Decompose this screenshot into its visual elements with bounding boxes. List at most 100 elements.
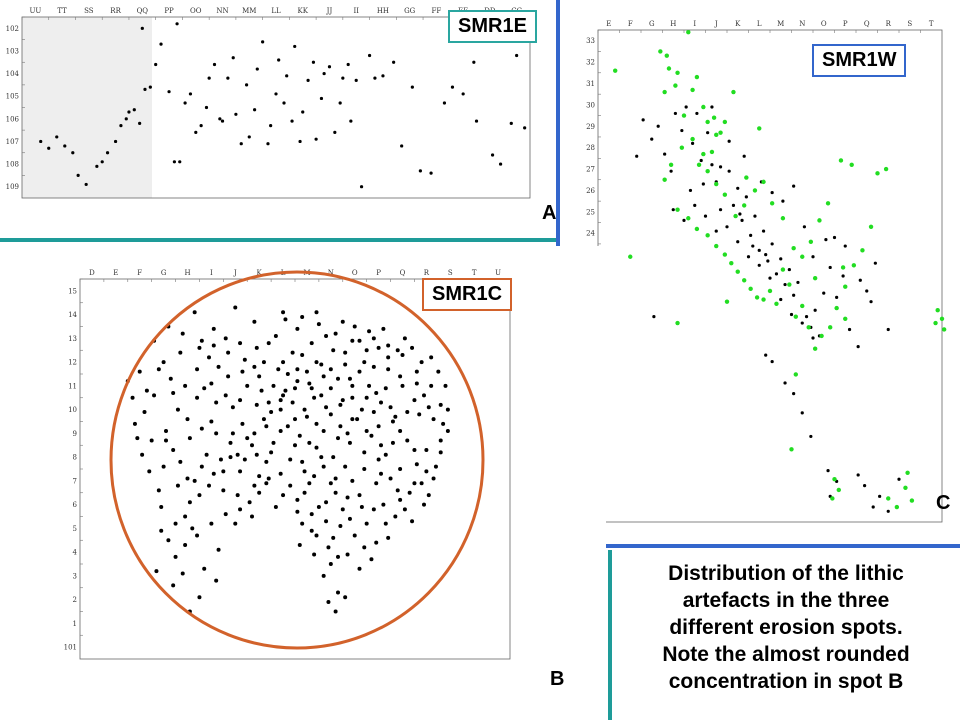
plot-frame [597,29,943,523]
data-point [371,410,376,414]
data-point [309,386,314,391]
data-point [223,336,228,341]
data-point [266,476,271,481]
y-tick-label: 27 [586,166,595,174]
data-point [328,481,333,486]
data-point [326,545,331,550]
data-point [39,139,43,144]
data-point [306,78,310,82]
data-point [173,554,178,559]
data-point [393,414,398,419]
x-tick-label: MM [242,7,256,15]
data-point [939,316,945,321]
data-point [307,381,312,386]
data-point [783,381,787,385]
data-point [242,357,247,362]
data-point [686,29,691,35]
data-point [354,78,358,82]
data-point [336,554,340,559]
data-point [686,216,691,221]
data-point [266,400,271,405]
x-tick-label: II [353,7,359,15]
data-point [828,325,833,330]
data-point [650,137,654,141]
data-point [187,436,192,441]
data-point [393,514,398,519]
data-point [278,429,283,433]
data-point [202,386,207,391]
data-point [168,376,173,381]
data-point [662,177,667,182]
y-tick-label: 8 [73,454,77,462]
data-point [100,160,104,164]
x-tick-label: QQ [137,7,149,15]
panel-c-label: SMR1W [812,44,907,77]
panel-a-label: SMR1E [448,10,537,43]
data-point [407,490,412,495]
data-point [347,440,352,445]
data-point [695,111,699,116]
data-point [847,327,852,332]
data-point [429,383,434,388]
data-point [681,113,687,118]
data-point [402,336,407,341]
data-point [376,424,381,429]
y-tick-label: 25 [586,208,595,216]
caption-text: Distribution of the lithic artefacts in … [616,560,956,695]
data-point [722,252,728,257]
data-point [706,131,710,135]
data-point [400,353,405,357]
x-tick-label: UU [29,7,41,15]
data-point [824,238,828,242]
data-point [350,338,355,343]
data-point [269,124,273,128]
data-point [383,521,388,526]
data-point [779,257,783,261]
data-point [164,429,168,433]
data-point [84,182,88,187]
x-tick-label: Q [864,20,870,28]
data-point [235,493,240,498]
data-point [783,282,787,287]
data-point [285,74,289,78]
x-tick-label: HH [377,7,389,15]
data-point [357,566,362,571]
data-point [264,424,269,429]
data-point [197,595,202,600]
data-point [856,344,860,349]
x-tick-label: NN [216,7,228,15]
data-point [828,265,832,270]
data-point [515,53,519,58]
data-point [269,450,274,455]
data-point [379,443,383,448]
data-point [849,162,854,167]
data-point [178,350,183,355]
data-point [345,495,350,500]
data-point [209,381,214,386]
data-point [838,158,844,163]
data-point [800,321,804,325]
data-point [419,360,424,365]
data-point [204,105,209,110]
data-point [757,248,761,252]
y-tick-label: 4 [73,549,78,557]
data-point [851,263,857,268]
data-point [694,226,700,232]
data-point [694,74,700,80]
data-point [214,431,219,436]
data-point [173,521,178,526]
x-tick-label: K [735,20,741,28]
data-point [233,521,238,526]
data-point [250,514,254,519]
x-tick-label: R [424,269,430,277]
data-point [338,101,342,105]
data-point [405,438,410,443]
data-point [768,276,772,280]
data-point [812,346,818,351]
y-tick-label: 10 [68,406,77,414]
data-point [281,360,286,365]
data-point [247,135,251,139]
data-point [379,400,383,405]
data-point [405,410,410,414]
data-point [832,477,837,482]
